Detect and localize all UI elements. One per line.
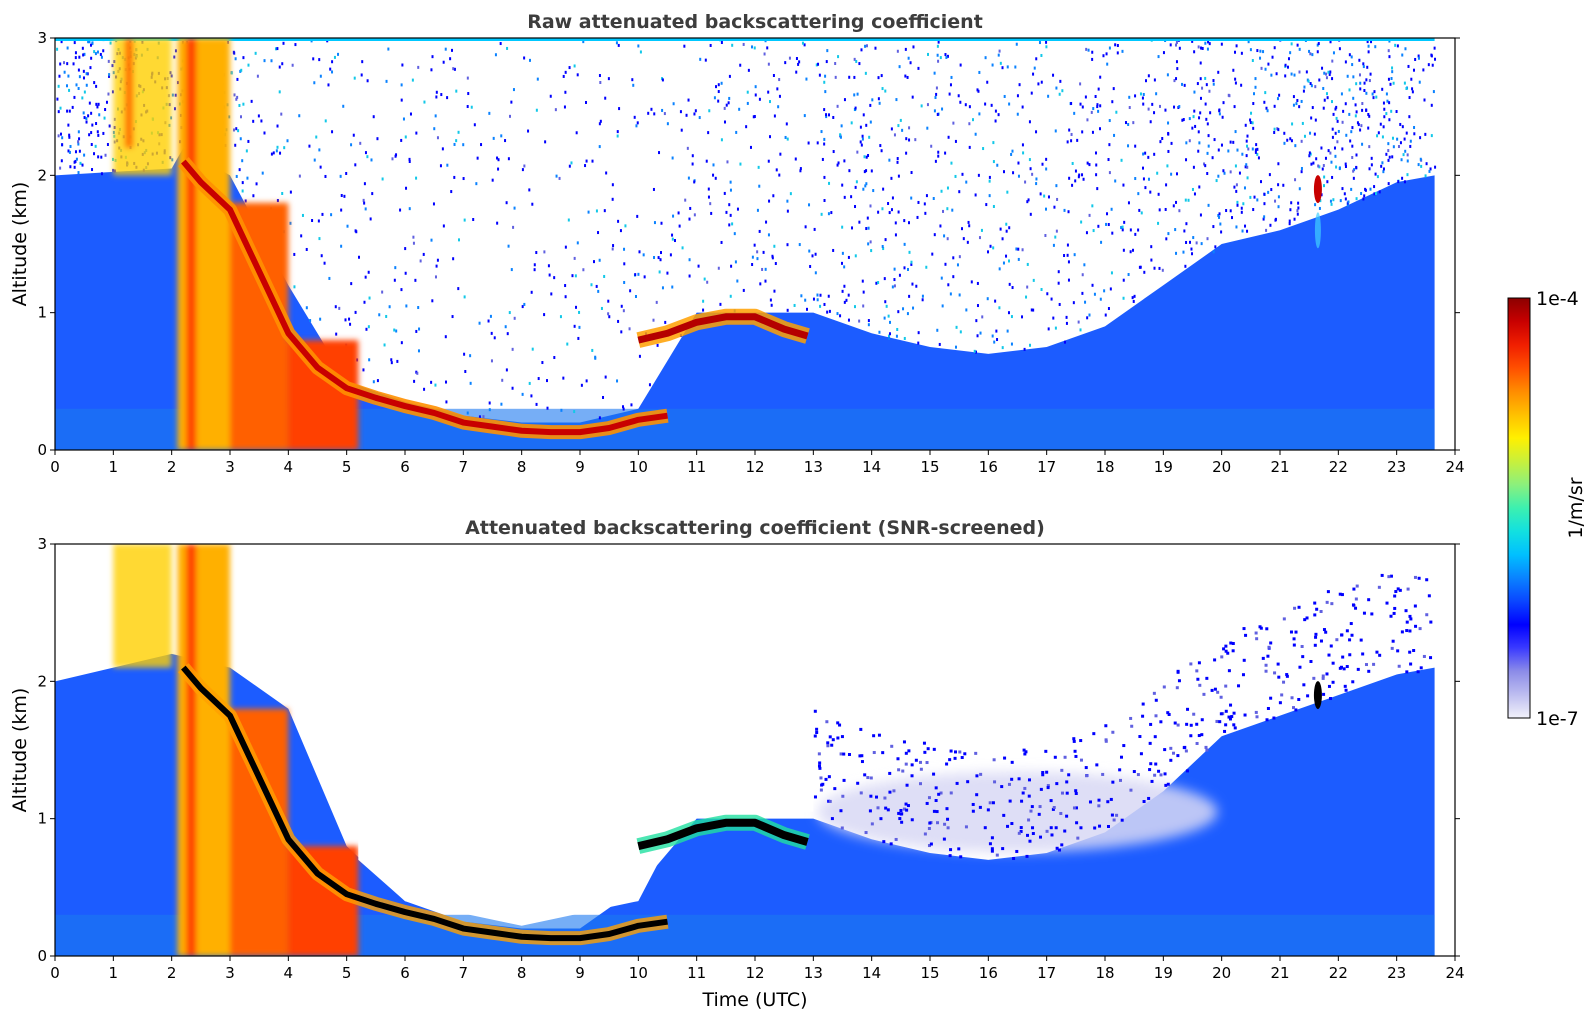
x-tick-label: 2 xyxy=(167,964,177,982)
colorbar-min-label: 1e-7 xyxy=(1536,708,1579,730)
x-tick-label: 12 xyxy=(745,458,764,476)
x-tick-label: 21 xyxy=(1270,458,1289,476)
x-tick-label: 7 xyxy=(459,458,469,476)
panel-title: Attenuated backscattering coefficient (S… xyxy=(465,517,1045,539)
y-tick-label: 3 xyxy=(37,29,47,47)
x-tick-label: 17 xyxy=(1037,458,1056,476)
upper-layer-line xyxy=(637,818,809,851)
heatmap-screened xyxy=(55,544,1435,956)
top-edge-band xyxy=(55,38,1435,41)
x-tick-label: 9 xyxy=(575,964,585,982)
x-tick-label: 13 xyxy=(804,964,823,982)
x-tick-label: 14 xyxy=(862,964,881,982)
x-tick-label: 8 xyxy=(517,458,527,476)
x-tick-label: 6 xyxy=(400,964,410,982)
colorbar-max-label: 1e-4 xyxy=(1536,288,1579,310)
x-tick-label: 12 xyxy=(745,964,764,982)
x-tick-label: 19 xyxy=(1154,964,1173,982)
x-tick-label: 16 xyxy=(979,964,998,982)
y-tick-label: 3 xyxy=(37,535,47,553)
x-tick-label: 1 xyxy=(109,458,119,476)
x-tick-label: 16 xyxy=(979,458,998,476)
x-tick-label: 5 xyxy=(342,458,352,476)
y-axis-label: Altitude (km) xyxy=(9,688,31,813)
heatmap-raw xyxy=(55,38,1437,450)
colorbar-unit-label: 1/m/sr xyxy=(1565,477,1587,538)
x-tick-label: 11 xyxy=(687,964,706,982)
x-tick-label: 4 xyxy=(284,964,294,982)
x-tick-label: 6 xyxy=(400,458,410,476)
x-tick-label: 11 xyxy=(687,458,706,476)
x-tick-label: 20 xyxy=(1212,458,1231,476)
small-cloud xyxy=(1313,175,1322,204)
low-snr-region xyxy=(817,771,1218,852)
masked-gap xyxy=(358,544,814,926)
y-tick-label: 0 xyxy=(37,947,47,965)
x-tick-label: 23 xyxy=(1387,964,1406,982)
colorbar: 1e-4 1e-7 1/m/sr xyxy=(1507,288,1587,730)
x-tick-label: 13 xyxy=(804,458,823,476)
y-tick-label: 0 xyxy=(37,441,47,459)
x-tick-label: 9 xyxy=(575,458,585,476)
axes-raw: 0 1 2 3 4 5 6 7 8 9 10 11 12 13 14 15 16 17 18 19 20 21 22 23 24… xyxy=(37,29,1464,476)
panel-screened: Attenuated backscattering coefficient (S… xyxy=(9,517,1465,1011)
y-tick-label: 2 xyxy=(37,166,47,184)
x-axis-label: Time (UTC) xyxy=(701,989,807,1011)
x-tick-label: 0 xyxy=(50,458,60,476)
colorbar-gradient xyxy=(1507,297,1531,719)
x-tick-label: 18 xyxy=(1095,458,1114,476)
small-cloud xyxy=(1313,681,1322,710)
x-tick-label: 18 xyxy=(1095,964,1114,982)
x-tick-label: 19 xyxy=(1154,458,1173,476)
cloud-column xyxy=(113,38,359,450)
x-tick-label: 24 xyxy=(1445,458,1464,476)
x-tick-label: 10 xyxy=(629,458,648,476)
x-tick-label: 22 xyxy=(1329,964,1348,982)
x-tick-label: 0 xyxy=(50,964,60,982)
x-tick-label: 23 xyxy=(1387,458,1406,476)
x-tick-label: 4 xyxy=(284,458,294,476)
boundary-layer-region xyxy=(55,147,1435,450)
x-tick-label: 14 xyxy=(862,458,881,476)
x-tick-label: 21 xyxy=(1270,964,1289,982)
y-axis-label: Altitude (km) xyxy=(9,182,31,307)
x-tick-label: 22 xyxy=(1329,458,1348,476)
x-tick-label: 1 xyxy=(109,964,119,982)
x-tick-label: 10 xyxy=(629,964,648,982)
x-tick-label: 24 xyxy=(1445,964,1464,982)
upper-layer-line xyxy=(637,313,809,344)
x-tick-label: 17 xyxy=(1037,964,1056,982)
axes-screened: 0 1 2 3 4 5 6 7 8 9 10 11 12 13 14 15 16 17 18 19 20 21 22 23 24… xyxy=(37,535,1464,982)
x-tick-label: 8 xyxy=(517,964,527,982)
y-tick-label: 2 xyxy=(37,672,47,690)
x-tick-label: 15 xyxy=(920,458,939,476)
x-tick-label: 20 xyxy=(1212,964,1231,982)
sparse-pixels xyxy=(813,573,1433,861)
x-tick-label: 3 xyxy=(225,964,235,982)
x-tick-label: 2 xyxy=(167,458,177,476)
small-cloud-tail xyxy=(1314,212,1321,249)
panel-title: Raw attenuated backscattering coefficien… xyxy=(527,11,983,33)
x-tick-label: 5 xyxy=(342,964,352,982)
x-tick-label: 3 xyxy=(225,458,235,476)
panel-raw: Raw attenuated backscattering coefficien… xyxy=(9,11,1465,476)
x-tick-label: 15 xyxy=(920,964,939,982)
boundary-layer-region xyxy=(55,653,1435,956)
y-tick-label: 1 xyxy=(37,304,47,322)
y-tick-label: 1 xyxy=(37,810,47,828)
x-tick-label: 7 xyxy=(459,964,469,982)
cloud-top-line xyxy=(181,665,668,942)
cloud-top-line xyxy=(181,159,668,436)
